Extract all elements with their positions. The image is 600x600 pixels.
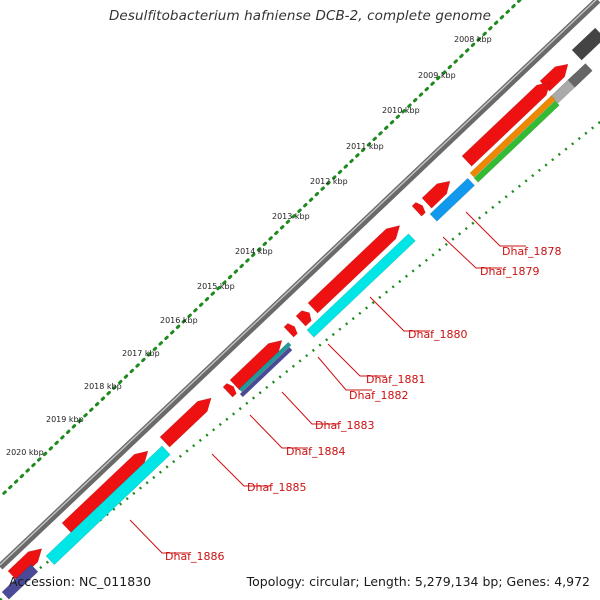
kbp-marker-label: 2019 kbp <box>46 415 84 424</box>
gene-label-leader <box>249 414 308 449</box>
cds-arrow <box>159 397 212 448</box>
cog-band-blue <box>429 177 476 222</box>
kbp-marker-label: 2012 kbp <box>310 177 348 186</box>
gene-label: Dhaf_1886 <box>165 550 225 563</box>
cog-band-green <box>473 100 560 183</box>
gene-label: Dhaf_1884 <box>286 445 346 458</box>
genome-backbone-highlight <box>0 0 597 566</box>
kbp-marker-label: 2014 kbp <box>235 247 273 256</box>
kbp-marker-label: 2015 kbp <box>197 282 235 291</box>
gene-label: Dhaf_1883 <box>315 419 375 432</box>
cog-band-cyan <box>45 445 171 566</box>
kbp-scale-dotted-line <box>0 0 522 499</box>
kbp-marker-label: 2016 kbp <box>160 316 198 325</box>
gene-label: Dhaf_1879 <box>480 265 540 278</box>
kbp-marker-label: 2008 kbp <box>454 35 492 44</box>
cog-band-cyan <box>306 233 416 338</box>
genome-title: Desulfitobacterium hafniense DCB-2, comp… <box>108 8 492 24</box>
cds-arrow <box>307 225 401 314</box>
gene-label: Dhaf_1880 <box>408 328 468 341</box>
cds-arrow <box>421 180 451 209</box>
cog-band-darkgray <box>567 63 593 88</box>
kbp-marker-label: 2011 kbp <box>346 142 384 151</box>
accession-text: Accession: NC_011830 <box>9 574 152 589</box>
gene-label: Dhaf_1885 <box>247 481 307 494</box>
gene-labels: Dhaf_1878 Dhaf_1879 Dhaf_1880 Dhaf_1881 Dhaf… <box>165 245 562 563</box>
cog-band-orange <box>469 95 556 178</box>
cds-arrow <box>295 310 312 327</box>
gene-label-leader <box>211 453 270 487</box>
kbp-marker-label: 2009 kbp <box>418 71 456 80</box>
cog-band-teal <box>238 341 292 393</box>
gene-label-leader <box>369 296 430 332</box>
cds-arrow <box>222 383 237 398</box>
gene-label: Dhaf_1882 <box>349 389 409 402</box>
gene-label-leader <box>327 343 386 377</box>
cds-arrow <box>461 81 551 167</box>
gene-label-leaders <box>129 211 526 554</box>
gene-label-leader <box>281 391 338 425</box>
kbp-marker-label: 2018 kbp <box>84 382 122 391</box>
genome-stats-text: Topology: circular; Length: 5,279,134 bp… <box>246 574 590 589</box>
gene-label-leader <box>317 356 372 391</box>
kbp-marker-label: 2020 kbp <box>6 448 44 457</box>
gene-label: Dhaf_1878 <box>502 245 562 258</box>
gene-label-leader <box>465 211 526 247</box>
genome-backbone <box>0 0 600 570</box>
cds-arrow <box>283 323 298 338</box>
kbp-marker-label: 2010 kbp <box>382 106 420 115</box>
cds-arrow <box>229 339 283 391</box>
footer: Accession: NC_011830 Topology: circular;… <box>0 574 600 592</box>
gene-features <box>1 27 600 600</box>
kbp-markers: 2008 kbp 2009 kbp 2010 kbp 2011 kbp 2012 kbp… <box>6 35 492 457</box>
gene-label-leader <box>129 519 188 554</box>
cds-arrow <box>61 450 149 534</box>
cog-band-navy <box>1 564 39 600</box>
kbp-marker-label: 2013 kbp <box>272 212 310 221</box>
kbp-marker-label: 2017 kbp <box>122 349 160 358</box>
gene-label-leader <box>442 236 502 269</box>
cds-block-dark <box>571 27 600 61</box>
gene-label: Dhaf_1881 <box>366 373 426 386</box>
cog-band-navy <box>239 346 293 398</box>
cds-arrow <box>411 202 426 217</box>
